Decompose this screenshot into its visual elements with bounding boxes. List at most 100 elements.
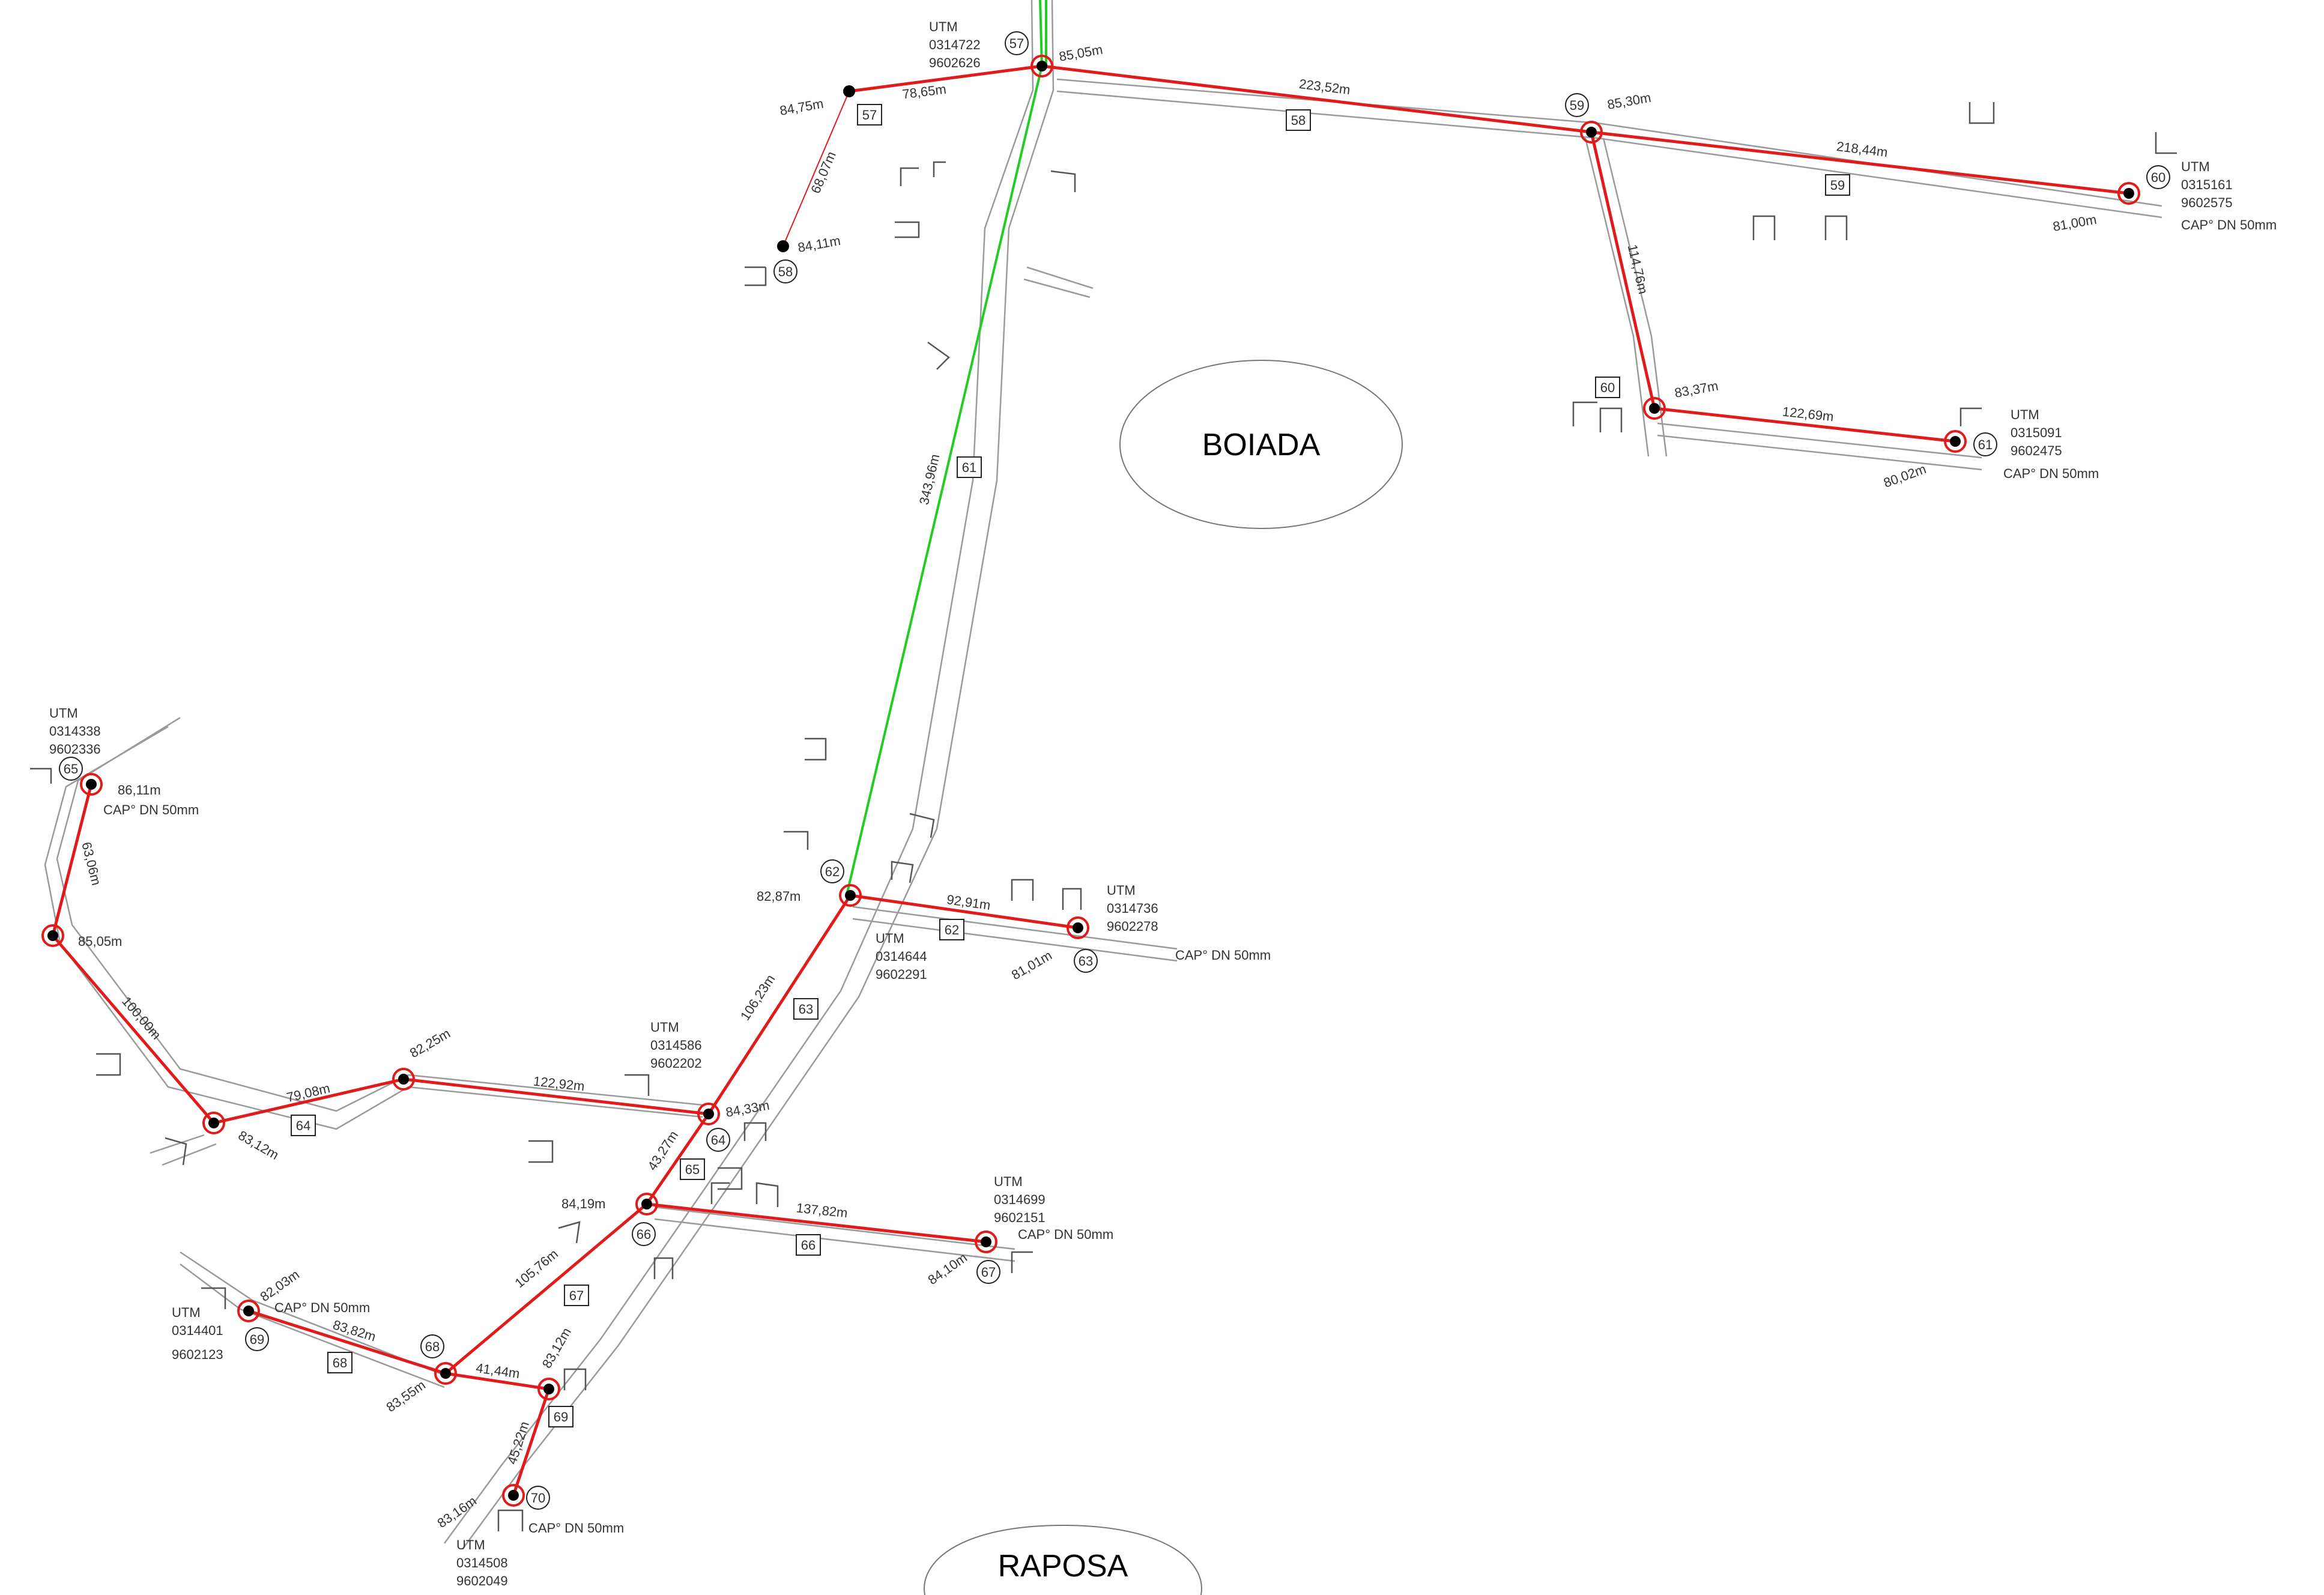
house-icon [30, 767, 52, 784]
node-63-marker[interactable] [1067, 916, 1089, 939]
house-icon [1011, 879, 1082, 910]
node-69-marker[interactable] [237, 1300, 260, 1322]
house-icon [165, 1137, 187, 1166]
pipe-63 [707, 894, 852, 1115]
node-70-utm: UTM 0314508 9602049 CAP° DN 50mm [456, 1521, 624, 1588]
node-69a-marker[interactable] [537, 1378, 560, 1400]
node-number: 68 [425, 1339, 440, 1354]
node-57-marker[interactable] [1030, 55, 1053, 77]
utm-label: UTM [994, 1174, 1023, 1189]
cap-label: CAP° DN 50mm [528, 1521, 624, 1536]
node-62-marker[interactable] [839, 884, 862, 907]
segment-number: 59 [1830, 178, 1845, 193]
node-57a-marker[interactable] [843, 85, 855, 97]
utm-easting: 0314338 [49, 724, 101, 739]
house-icon [895, 221, 920, 238]
node-64-marker[interactable] [697, 1103, 720, 1125]
node-number: 66 [637, 1227, 651, 1242]
node-64c-marker[interactable] [41, 924, 64, 947]
house-icon [805, 737, 827, 761]
node-elevations: 85,05m 84,75m 84,11m 85,30m 81,00m 83,37… [78, 42, 2098, 1531]
node-58-marker[interactable] [777, 240, 789, 252]
node-66-marker[interactable] [635, 1193, 658, 1215]
pipe-60 [1590, 132, 1656, 409]
node-63-bubble: 63 [1074, 949, 1098, 973]
utm-northing: 9602475 [2011, 443, 2062, 458]
segment-number: 64 [296, 1118, 310, 1133]
road-63-n [852, 906, 1178, 950]
node-69-elevation: 82,03m [258, 1267, 302, 1305]
node-58-bubble: 58 [773, 259, 797, 283]
node-68-marker[interactable] [434, 1362, 457, 1385]
segment-66-length: 137,82m [796, 1200, 849, 1221]
utm-easting: 0314586 [650, 1038, 702, 1053]
segment-68-box: 68 [327, 1352, 353, 1373]
node-61-elevation: 80,02m [1881, 461, 1928, 491]
node-64a-marker[interactable] [392, 1068, 415, 1091]
utm-northing: 9602123 [172, 1347, 223, 1362]
cap-label: CAP° DN 50mm [103, 802, 199, 817]
node-64b-marker[interactable] [202, 1112, 225, 1134]
segment-65-box: 65 [680, 1158, 705, 1180]
node-number: 60 [2151, 170, 2165, 185]
pipe-68 [248, 1309, 446, 1375]
segment-number: 68 [333, 1355, 347, 1370]
house-icon [743, 1122, 767, 1141]
pipe-60b [1654, 407, 1956, 443]
house-icon [1824, 215, 1848, 240]
utm-label: UTM [1107, 883, 1136, 898]
segment-58-length: 223,52m [1298, 76, 1351, 97]
road-east-s [1056, 90, 2162, 219]
node-69-utm: UTM 0314401 9602123 CAP° DN 50mm [172, 1300, 370, 1362]
node-65-elevation: 86,11m [118, 782, 161, 798]
utm-northing: 9602626 [929, 55, 981, 70]
node-60-marker[interactable] [2117, 182, 2140, 205]
node-59-bubble: 59 [1565, 93, 1589, 117]
road-main-west-edge [443, 0, 1034, 1544]
utm-easting: 0314644 [876, 949, 927, 964]
segment-number: 69 [554, 1409, 568, 1424]
segment-number: 65 [685, 1162, 700, 1177]
utm-label: UTM [456, 1537, 485, 1552]
house-icon [1011, 1251, 1033, 1273]
utm-northing: 9602278 [1107, 919, 1158, 934]
node-61-marker[interactable] [1944, 430, 1967, 453]
utm-label: UTM [49, 706, 78, 721]
node-66-elevation: 84,19m [561, 1196, 605, 1211]
segment-62-box: 62 [939, 919, 964, 940]
segment-58-box: 58 [1286, 109, 1311, 131]
utm-label: UTM [876, 931, 904, 946]
locality-outline [1119, 360, 1403, 529]
pipe-57 [849, 64, 1042, 93]
road-west-s [44, 725, 703, 1130]
road-west-tail [150, 1134, 217, 1166]
house-icon [900, 161, 946, 186]
node-60a-marker[interactable] [1643, 397, 1666, 420]
road-61-s [1657, 434, 1982, 471]
node-60-bubble: 60 [2146, 165, 2170, 189]
node-61-bubble: 61 [1973, 432, 1997, 456]
node-64b-elevation: 83,12m [236, 1128, 282, 1163]
house-icon [927, 341, 950, 370]
house-icon [1572, 401, 1623, 432]
utm-northing: 9602575 [2181, 195, 2233, 210]
locality-label: BOIADA [1202, 428, 1321, 462]
road-branch59-w [1584, 138, 1650, 457]
utm-northing: 9602151 [994, 1210, 1045, 1225]
node-59-marker[interactable] [1580, 121, 1603, 144]
segment-61-length: 343,96m [916, 453, 943, 506]
segment-57-box: 57 [857, 104, 882, 126]
node-67-utm: UTM 0314699 9602151 CAP° DN 50mm [994, 1174, 1113, 1242]
node-64-bubble: 64 [706, 1128, 730, 1152]
utm-northing: 9602049 [456, 1573, 508, 1588]
locality-raposa: RAPOSA [924, 1524, 1202, 1595]
node-70-marker[interactable] [502, 1484, 525, 1507]
node-67-marker[interactable] [975, 1230, 997, 1253]
segment-65-length: 43,27m [644, 1128, 681, 1173]
node-65-marker[interactable] [80, 773, 103, 796]
node-61-utm: UTM 0315091 9602475 CAP° DN 50mm [2003, 407, 2099, 481]
node-60-utm: UTM 0315161 9602575 CAP° DN 50mm [2181, 159, 2277, 232]
node-67-bubble: 67 [976, 1260, 1000, 1284]
segment-64b-length: 122,92m [533, 1074, 586, 1094]
